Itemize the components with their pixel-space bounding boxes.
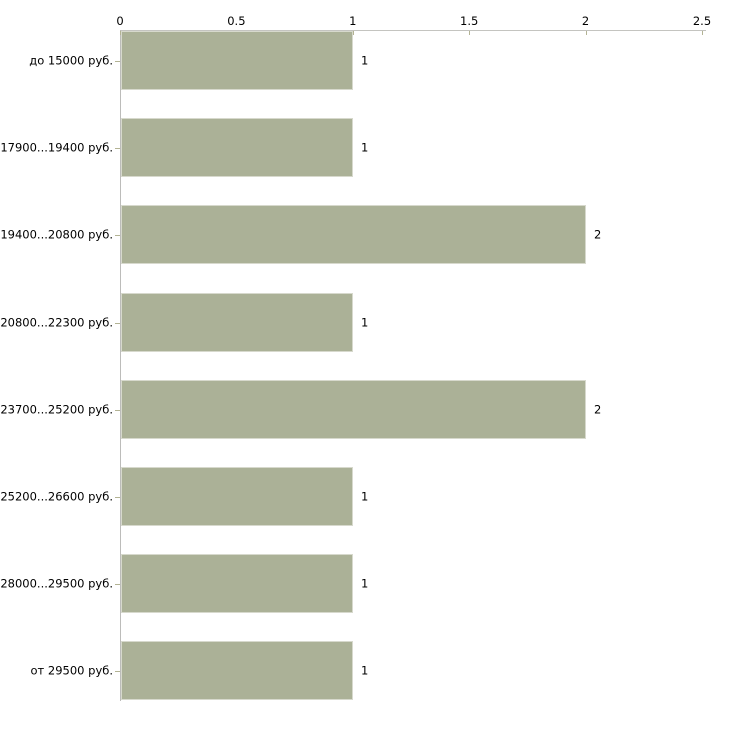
bar-value-label: 1 <box>361 575 369 590</box>
category-label: 19400...20800 руб. <box>0 226 113 241</box>
bar <box>121 118 353 177</box>
x-tick-mark <box>120 31 121 35</box>
bar <box>121 554 353 613</box>
category-label: 28000...29500 руб. <box>0 575 113 590</box>
y-tick-mark <box>115 148 120 149</box>
y-axis-line <box>120 30 121 701</box>
bar-value-label: 2 <box>594 401 602 416</box>
y-tick-mark <box>115 323 120 324</box>
x-tick-label: 1.5 <box>460 14 479 28</box>
y-tick-mark <box>115 584 120 585</box>
category-label: 25200...26600 руб. <box>0 488 113 503</box>
x-tick-mark <box>469 31 470 35</box>
bar <box>121 293 353 352</box>
y-tick-mark <box>115 235 120 236</box>
bar <box>121 467 353 526</box>
y-tick-mark <box>115 497 120 498</box>
x-axis-line <box>120 30 706 31</box>
y-tick-mark <box>115 671 120 672</box>
bar <box>121 205 586 264</box>
category-label: 23700...25200 руб. <box>0 401 113 416</box>
category-label: 17900...19400 руб. <box>0 139 113 154</box>
x-tick-mark <box>586 31 587 35</box>
bar-value-label: 1 <box>361 314 369 329</box>
x-tick-label: 1 <box>349 14 357 28</box>
bar <box>121 380 586 439</box>
x-tick-label: 0 <box>116 14 124 28</box>
category-label: до 15000 руб. <box>29 52 113 67</box>
x-tick-label: 0.5 <box>227 14 246 28</box>
bar-value-label: 1 <box>361 488 369 503</box>
category-label: 20800...22300 руб. <box>0 314 113 329</box>
bar-value-label: 1 <box>361 139 369 154</box>
x-tick-label: 2 <box>581 14 590 28</box>
bar <box>121 31 353 90</box>
x-tick-mark <box>353 31 354 35</box>
x-tick-mark <box>702 31 703 35</box>
bar <box>121 641 353 700</box>
x-tick-label: 2.5 <box>692 14 712 28</box>
y-tick-mark <box>115 61 120 62</box>
bar-value-label: 2 <box>594 226 602 241</box>
bar-value-label: 1 <box>361 52 369 67</box>
y-tick-mark <box>115 410 120 411</box>
bar-value-label: 1 <box>361 662 369 677</box>
category-label: от 29500 руб. <box>30 662 113 677</box>
